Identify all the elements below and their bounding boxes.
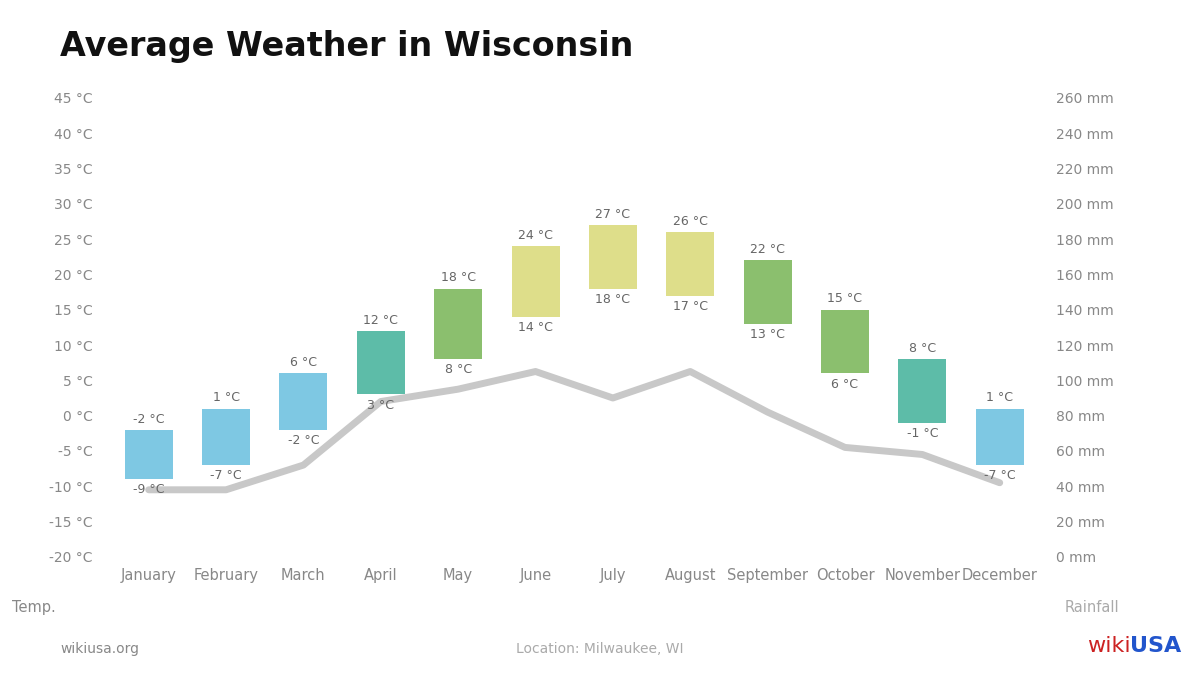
- Text: -7 °C: -7 °C: [984, 469, 1015, 483]
- Text: Temp.: Temp.: [12, 600, 55, 615]
- Text: Average Weather in Wisconsin: Average Weather in Wisconsin: [60, 30, 634, 63]
- Text: wiki: wiki: [1087, 636, 1130, 656]
- Text: -7 °C: -7 °C: [210, 469, 242, 483]
- Text: -2 °C: -2 °C: [133, 412, 164, 425]
- Text: -9 °C: -9 °C: [133, 483, 164, 496]
- Text: 3 °C: 3 °C: [367, 399, 395, 412]
- Text: USA: USA: [1130, 636, 1182, 656]
- Text: 13 °C: 13 °C: [750, 328, 785, 341]
- Bar: [511, 246, 559, 317]
- Text: 17 °C: 17 °C: [673, 300, 708, 313]
- Text: 26 °C: 26 °C: [673, 215, 708, 227]
- Bar: [744, 261, 792, 324]
- Bar: [666, 232, 714, 296]
- Bar: [589, 225, 637, 288]
- Bar: [434, 288, 482, 359]
- Text: Location: Milwaukee, WI: Location: Milwaukee, WI: [516, 642, 684, 656]
- Bar: [356, 331, 404, 394]
- Text: 24 °C: 24 °C: [518, 229, 553, 242]
- Text: 8 °C: 8 °C: [908, 342, 936, 355]
- Bar: [899, 359, 947, 423]
- Bar: [976, 408, 1024, 465]
- Text: 8 °C: 8 °C: [444, 363, 472, 377]
- Text: 15 °C: 15 °C: [828, 292, 863, 306]
- Text: -2 °C: -2 °C: [288, 434, 319, 447]
- Bar: [202, 408, 250, 465]
- Text: 27 °C: 27 °C: [595, 208, 630, 221]
- Text: Rainfall: Rainfall: [1064, 600, 1120, 615]
- Text: 18 °C: 18 °C: [595, 293, 630, 306]
- Text: 6 °C: 6 °C: [832, 377, 858, 391]
- Text: 1 °C: 1 °C: [986, 392, 1013, 404]
- Bar: [280, 373, 328, 430]
- Text: 12 °C: 12 °C: [364, 314, 398, 327]
- Text: wikiusa.org: wikiusa.org: [60, 642, 139, 656]
- Bar: [821, 310, 869, 373]
- Text: -1 °C: -1 °C: [906, 427, 938, 440]
- Bar: [125, 430, 173, 479]
- Text: 1 °C: 1 °C: [212, 392, 240, 404]
- Text: 6 °C: 6 °C: [290, 356, 317, 369]
- Text: 22 °C: 22 °C: [750, 243, 785, 256]
- Text: 14 °C: 14 °C: [518, 321, 553, 334]
- Text: 18 °C: 18 °C: [440, 271, 475, 284]
